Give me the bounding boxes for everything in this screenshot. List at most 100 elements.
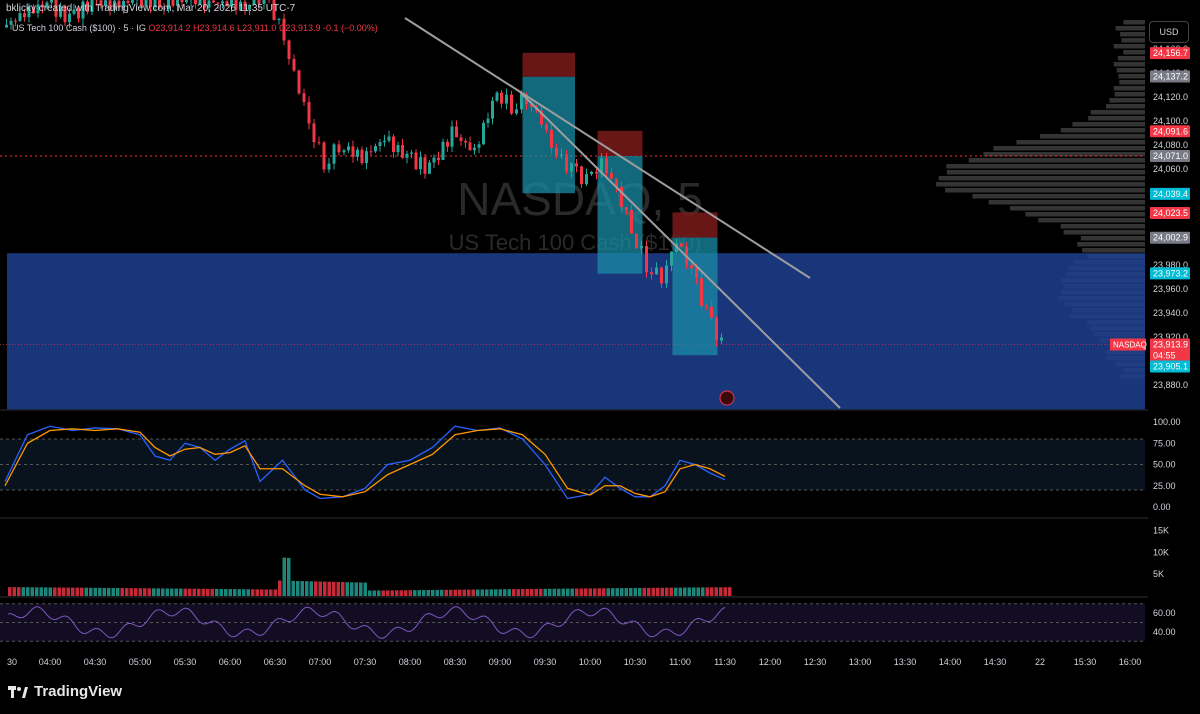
time-tick-label: 08:00 [399,657,422,667]
candle-body [406,154,409,158]
ohlc-low: L23,911.0 [237,23,276,33]
candle-body [293,59,296,71]
candle-body [361,150,364,163]
time-tick-label: 06:30 [264,657,287,667]
candle-body [298,70,301,93]
volume-profile-bar [1077,242,1145,247]
volume-bar [548,589,552,596]
symbol-name[interactable]: US Tech 100 Cash ($100) · 5 · IG [12,23,146,33]
volume-bar [247,589,251,596]
volume-profile-bar [1115,92,1145,97]
time-tick-label: 16:00 [1119,657,1142,667]
candle-body [715,317,718,340]
volume-bar [238,589,242,596]
volume-bar [710,587,714,596]
event-marker-icon [720,391,734,405]
volume-bar [566,589,570,596]
candle-body [473,148,476,150]
volume-bar [125,588,129,596]
candle-body [560,154,563,155]
candle-body [500,93,503,104]
volume-bar [463,590,467,596]
candle-body [570,163,573,171]
time-tick-label: 12:00 [759,657,782,667]
volume-bar [530,589,534,596]
volume-bar [634,588,638,596]
volume-bar [301,581,305,596]
currency-button[interactable]: USD [1149,21,1189,43]
footer-bar [0,680,1200,714]
candle-body [605,158,608,173]
volume-bar [166,588,170,596]
candle-body [401,145,404,158]
volume-bar [229,589,233,596]
volume-bar [499,589,503,596]
tradingview-logo[interactable]: TradingView [8,683,122,700]
candle-body [433,158,436,163]
candle-body [487,119,490,123]
candle-body [464,141,467,142]
candle-body [505,95,508,104]
volume-bar [103,588,107,596]
volume-bar [175,589,179,596]
demand-zone [7,253,1145,409]
price-axis-tag-label: 24,023.5 [1153,208,1188,218]
volume-bar [224,589,228,596]
time-tick-label: 09:00 [489,657,512,667]
candle-body [181,0,184,2]
volume-bar [211,589,215,596]
candle-body [328,164,331,170]
volume-bar [8,587,12,596]
volume-profile-bar [1091,110,1145,115]
candle-body [690,265,693,269]
symbol-legend[interactable]: US Tech 100 Cash ($100) · 5 · IG O23,914… [12,23,378,33]
volume-bar [652,588,656,596]
volume-profile-bar [989,200,1145,205]
candle-body [397,145,400,152]
volume-profile-bar [939,176,1145,181]
candle-body [428,162,431,173]
stoch-tick-label: 0.00 [1153,502,1171,512]
volume-bar [508,589,512,596]
candle-body [705,306,708,307]
volume-bar [553,589,557,596]
ohlc-open: O23,914.2 [148,23,190,33]
volume-bar [359,583,363,596]
candle-body [630,210,633,234]
volume-bar [341,582,345,596]
volume-profile-bar [1106,104,1145,109]
volume-tick-label: 15K [1153,525,1169,535]
price-axis-tag-label: 04:55 [1153,351,1176,361]
volume-bar [494,589,498,596]
volume-bar [350,582,354,596]
tradingview-logo-icon [8,686,28,698]
candle-body [338,144,341,152]
volume-bar [409,590,413,596]
volume-bar [62,588,66,596]
volume-bar [202,589,206,596]
volume-bar [269,589,273,596]
ohlc-high: H23,914.6 [193,23,235,33]
stoch-tick-label: 75.00 [1153,438,1176,448]
price-tick-label: 24,080.0 [1153,140,1188,150]
volume-bar [260,589,264,596]
volume-bar [395,590,399,596]
volume-bar [535,589,539,596]
volume-profile-bar [1016,140,1145,145]
candle-body [333,144,336,163]
candle-body [288,40,291,59]
candle-body [455,126,458,137]
volume-profile-bar [969,158,1145,163]
volume-bar [458,590,462,596]
volume-bar [121,588,125,596]
time-tick-label: 13:00 [849,657,872,667]
volume-bar [589,588,593,596]
volume-bar [197,589,201,596]
candle-body [720,337,723,340]
time-tick-label: 04:00 [39,657,62,667]
candle-body [670,252,673,266]
candle-body [370,151,373,152]
time-tick-label: 10:00 [579,657,602,667]
volume-bar [287,558,291,596]
